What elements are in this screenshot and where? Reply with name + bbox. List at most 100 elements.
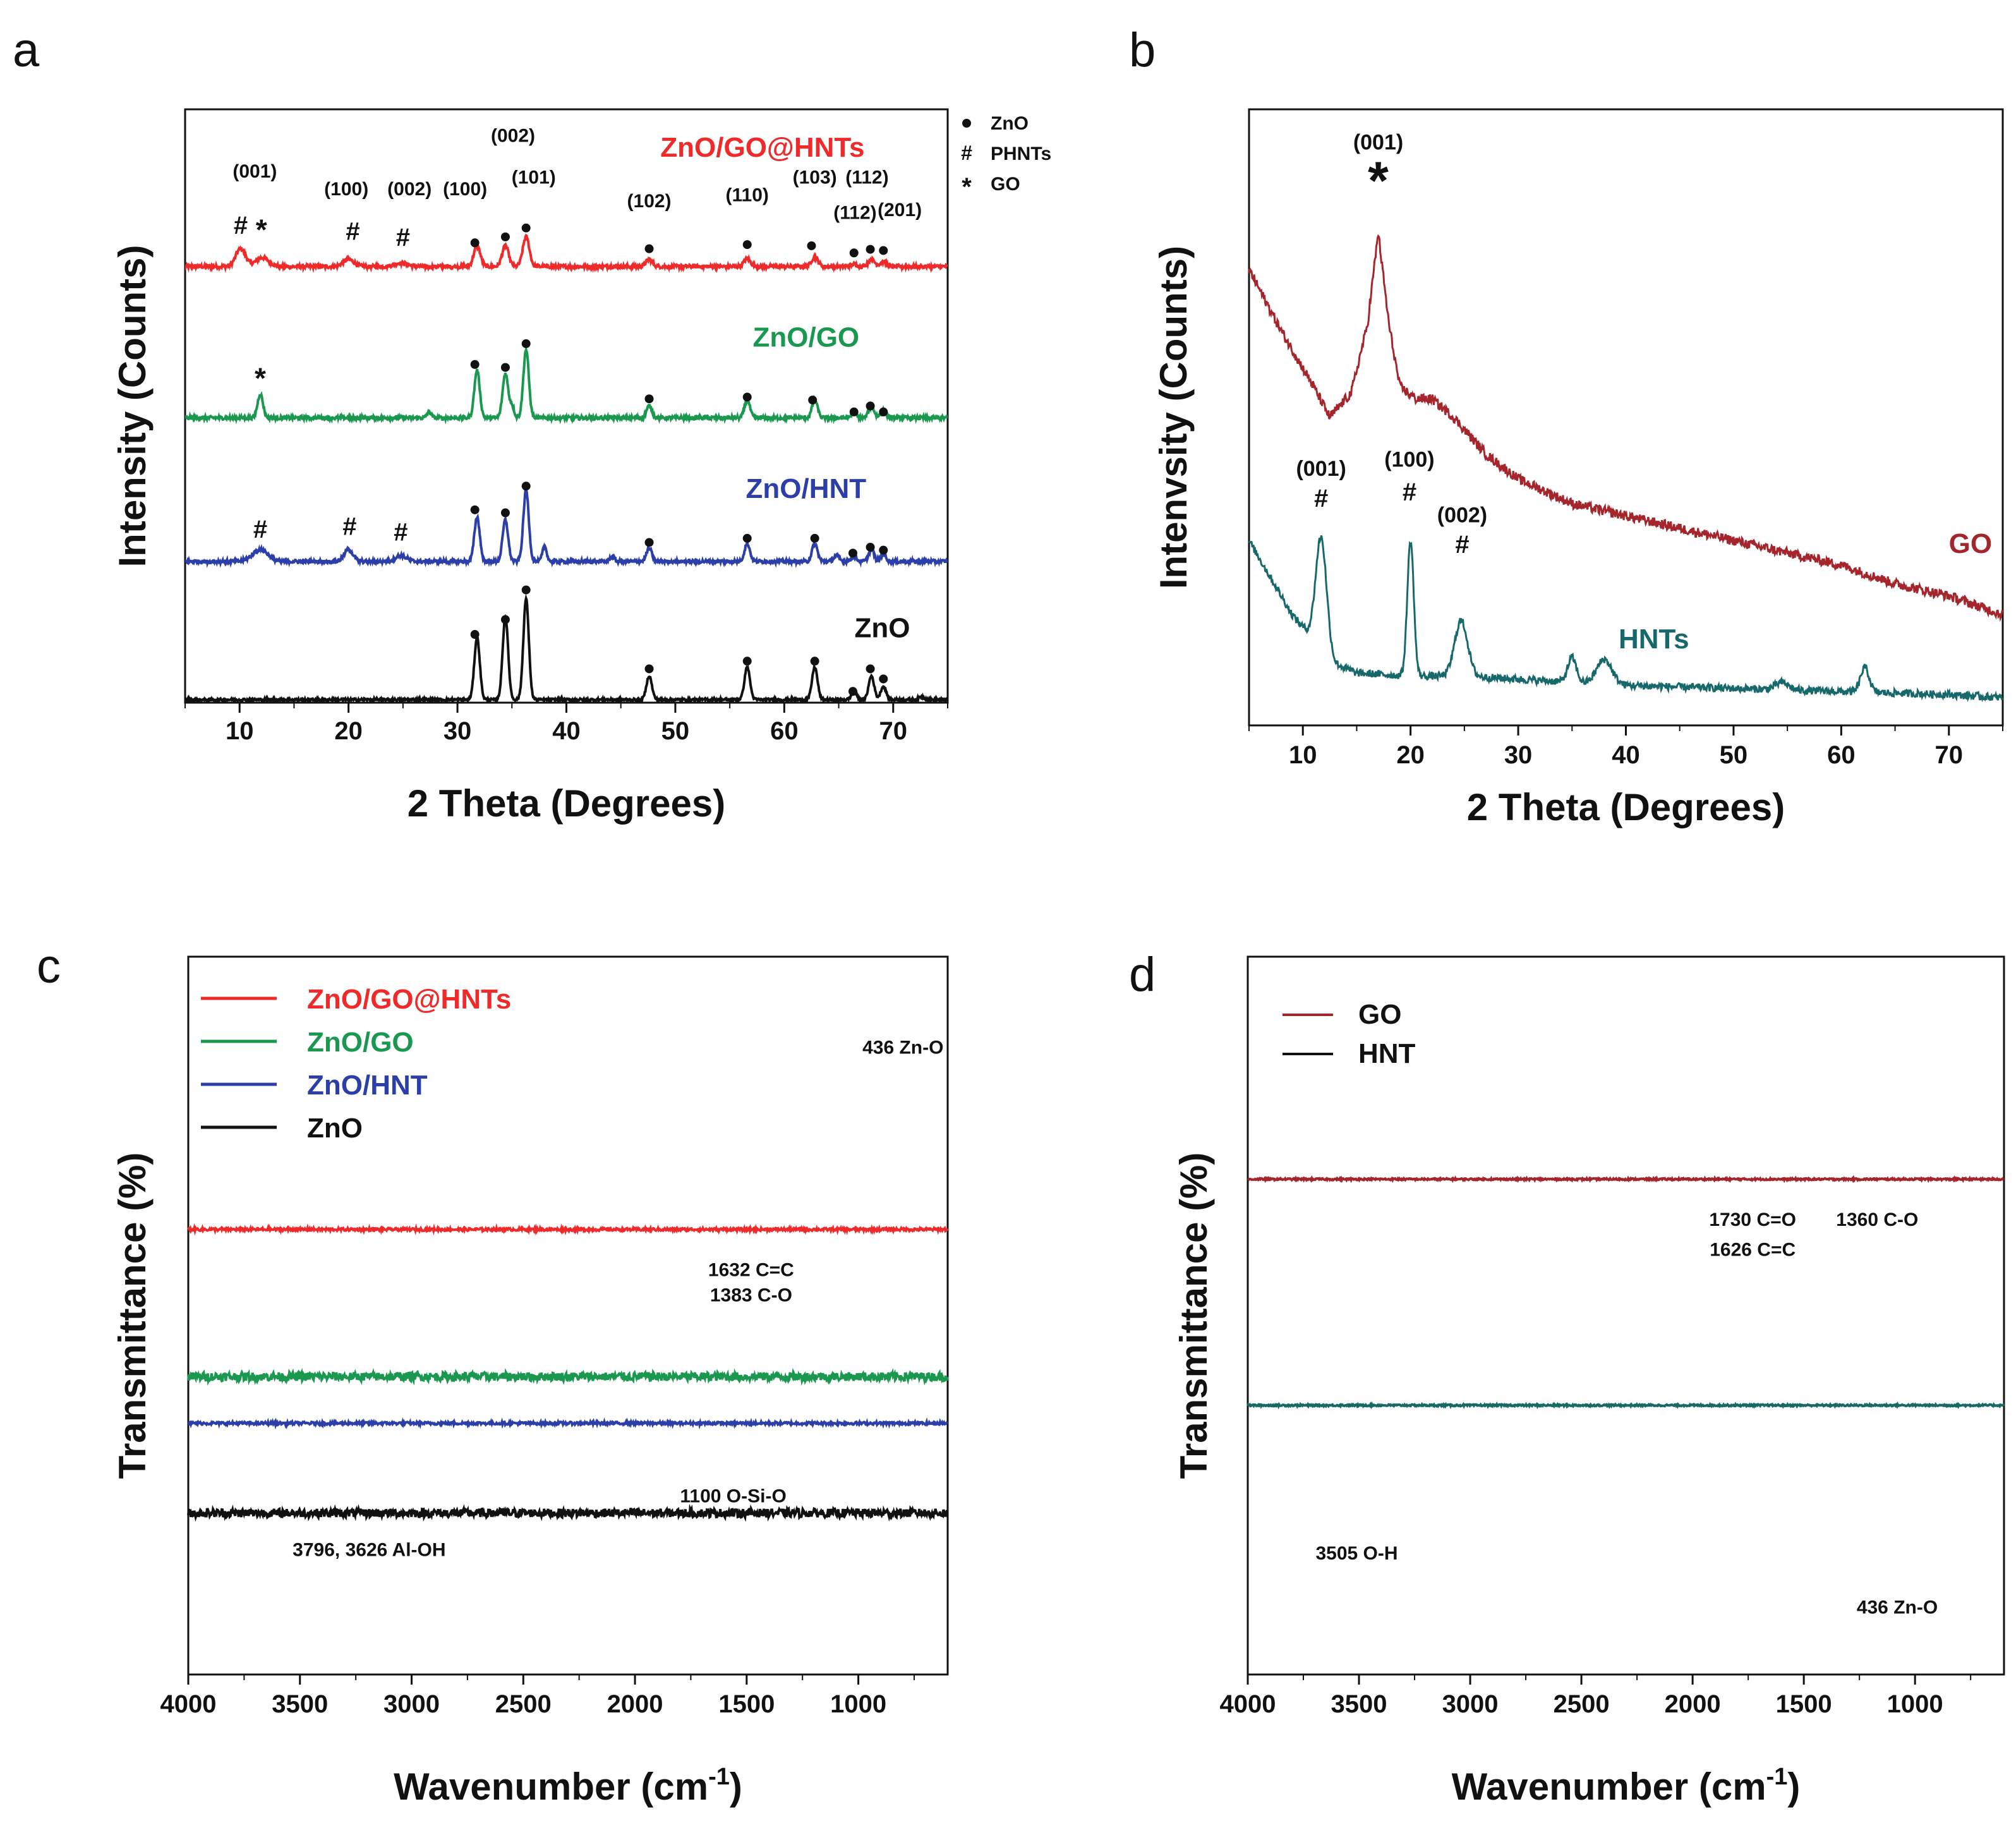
band-annotation: 3796, 3626 Al-OH	[293, 1540, 445, 1561]
zno-marker	[848, 548, 857, 558]
plot-frame	[184, 108, 949, 704]
zno-marker	[808, 396, 818, 405]
x-axis-title-sup: -1	[1766, 1764, 1788, 1790]
x-tick-label: 40	[552, 717, 581, 745]
zno-marker	[521, 339, 531, 348]
panel-label: d	[1129, 948, 1156, 1002]
zno-marker	[866, 542, 875, 552]
zno-marker	[810, 533, 819, 543]
zno-marker	[644, 394, 654, 404]
zno-marker	[742, 240, 752, 250]
x-axis-title-main: Wavenumber (cm	[1452, 1765, 1766, 1808]
series-line-ZnO/GO@HNTs	[187, 1223, 949, 1236]
zno-marker	[849, 248, 859, 258]
band-annotation: 3505 O-H	[1315, 1543, 1397, 1564]
star-annotation: *	[255, 361, 266, 394]
hkl-annotation: (001)	[1353, 130, 1403, 154]
band-annotation: 436 Zn-O	[1857, 1597, 1938, 1618]
hash-annotation: #	[1455, 531, 1469, 559]
zno-marker	[521, 585, 531, 595]
panel-c: c 4000 3500 3000 2500 2000 1500 1000 Wavenumber …	[37, 940, 949, 1808]
zno-marker	[470, 505, 480, 514]
zno-marker	[470, 360, 480, 369]
legend-label: ZnO/GO	[307, 1027, 414, 1058]
x-tick-label: 2500	[1554, 1690, 1610, 1718]
star-annotation: *	[256, 214, 267, 246]
zno-marker	[807, 241, 816, 250]
series-line-ZnO/GO	[185, 346, 948, 425]
hash-annotation: #	[346, 218, 359, 246]
zno-marker	[810, 657, 819, 666]
hash-annotation: #	[342, 512, 356, 540]
x-tick-label: 1500	[1776, 1690, 1832, 1718]
series-line-ZnO	[187, 1503, 949, 1522]
zno-marker	[500, 363, 510, 372]
zno-marker	[500, 615, 510, 624]
series-line-GO	[1248, 234, 2003, 622]
x-tick-label: 60	[770, 717, 799, 745]
legend-marker: #	[961, 142, 972, 164]
legend-marker	[962, 119, 971, 128]
hkl-annotation: (002)	[387, 179, 432, 200]
zno-marker	[879, 545, 888, 555]
zno-marker	[879, 246, 888, 255]
y-axis-title: Transmittance (%)	[1173, 1153, 1215, 1479]
zno-marker	[521, 481, 531, 491]
x-tick-label: 2000	[607, 1690, 663, 1718]
zno-marker	[644, 538, 654, 547]
band-annotation: 1360 C-O	[1836, 1209, 1918, 1230]
hkl-annotation: (201)	[878, 200, 922, 221]
panel-label: b	[1129, 23, 1156, 77]
x-tick-label: 3000	[383, 1690, 440, 1718]
band-annotation: 1730 C=O	[1709, 1209, 1796, 1230]
legend-label: ZnO/GO@HNTs	[307, 984, 511, 1015]
panel-b: b 10 20 30 40 50 60 70 2 Theta (Degrees) Intenvsi…	[1129, 23, 2004, 828]
hash-annotation: #	[396, 224, 410, 251]
x-tick-label: 1500	[718, 1690, 775, 1718]
hash-annotation: #	[1314, 485, 1328, 512]
zno-marker	[879, 674, 888, 684]
series-line-ZnO/HNT	[188, 1417, 948, 1430]
zno-marker	[644, 664, 654, 674]
legend-label: HNT	[1358, 1038, 1416, 1069]
zno-marker	[848, 687, 857, 696]
x-tick-label: 60	[1827, 741, 1856, 769]
y-axis-title: Transmittance (%)	[111, 1153, 154, 1479]
hkl-annotation: (100)	[443, 179, 487, 200]
x-axis-title-sup: -1	[708, 1764, 730, 1790]
x-tick-label: 40	[1612, 741, 1640, 769]
x-tick-label: 20	[1396, 741, 1425, 769]
x-axis-title: Wavenumber (cm-1)	[394, 1764, 742, 1808]
legend-label: GO	[1358, 999, 1401, 1030]
x-tick-label: 50	[661, 717, 690, 745]
hkl-annotation: (101)	[512, 167, 556, 188]
band-annotation: 436 Zn-O	[862, 1037, 943, 1058]
x-axis-title-end: )	[1787, 1765, 1800, 1808]
panel-a: a 10 20 30 40 50 60 70 2 Theta (Degrees) Intensit…	[13, 23, 1051, 825]
zno-marker	[866, 401, 875, 411]
x-tick-label: 2000	[1665, 1690, 1721, 1718]
x-axis-title-end: )	[730, 1765, 742, 1808]
zno-marker	[879, 407, 888, 416]
hkl-annotation: (002)	[1437, 503, 1487, 527]
hkl-annotation: (103)	[793, 167, 837, 188]
panel-label: c	[37, 940, 61, 993]
hkl-annotation: (110)	[726, 185, 769, 206]
zno-marker	[470, 238, 480, 248]
x-axis-title: 2 Theta (Degrees)	[1467, 786, 1785, 828]
x-tick-label: 70	[1935, 741, 1964, 769]
series-label: HNTs	[1619, 624, 1689, 655]
hkl-annotation: (100)	[324, 179, 368, 200]
bigstar-annotation: *	[1368, 150, 1389, 210]
series-label: GO	[1949, 528, 1992, 559]
x-tick-label: 3500	[272, 1690, 328, 1718]
zno-marker	[470, 630, 480, 639]
x-tick-label: 10	[226, 717, 254, 745]
x-tick-label: 3000	[1442, 1690, 1499, 1718]
hash-annotation: #	[394, 519, 407, 547]
series-line-ZnO/GO@HNTs	[185, 233, 948, 274]
x-tick-label: 30	[444, 717, 472, 745]
zno-marker	[742, 533, 752, 543]
series-line-ZnO/HNT	[185, 487, 948, 569]
